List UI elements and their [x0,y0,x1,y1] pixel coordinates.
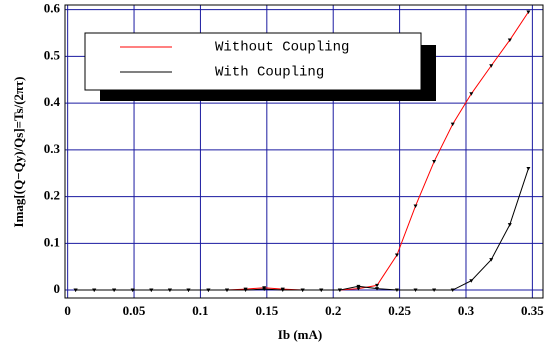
data-point [300,288,305,293]
data-point [262,287,267,292]
y-tick-label: 0 [54,281,61,296]
data-point [224,288,229,293]
data-point [149,288,154,293]
data-point [112,288,117,293]
data-point [413,288,418,293]
data-point [130,288,135,293]
data-point [526,10,531,15]
data-point [413,204,418,208]
data-point [337,288,342,293]
data-point [507,223,512,227]
data-point [450,122,455,127]
data-point [92,288,97,293]
data-point [356,284,361,289]
y-tick-label: 0.3 [44,141,61,156]
data-point [186,288,191,293]
x-tick-label: 0 [64,303,71,318]
y-tick-label: 0.6 [44,1,61,16]
legend-label: Without Coupling [215,40,349,56]
x-tick-label: 0.1 [192,303,208,318]
data-point [206,288,211,293]
data-point [469,92,474,96]
data-point [489,258,494,262]
x-tick-label: 0.35 [521,303,544,318]
y-tick-label: 0.2 [44,188,60,203]
plot-frame [64,4,544,299]
data-point [167,288,172,293]
series-line [75,168,529,291]
data-point [450,288,455,293]
data-point [356,287,361,291]
x-tick-label: 0.25 [388,303,411,318]
data-point [243,288,248,293]
x-tick-label: 0.3 [458,303,475,318]
x-tick-label: 0.2 [325,303,341,318]
data-point [280,288,285,293]
x-tick-label: 0.15 [255,303,278,318]
data-point [469,279,474,283]
y-tick-label: 0.1 [44,234,60,249]
legend: Without Coupling With Coupling [84,32,436,101]
legend-box [84,32,422,91]
data-point [375,287,380,291]
data-point [489,64,494,68]
data-point [319,288,324,293]
data-point [394,288,399,293]
data-point [432,288,437,293]
y-axis-label: Imag[(Q−Qy)/Qs]=Ts/(2πτ) [11,77,26,228]
x-axis-label: Ib (mA) [278,327,322,342]
data-point [507,38,512,43]
y-tick-label: 0.5 [44,47,61,62]
data-point [394,253,399,258]
data-point [526,167,531,171]
data-point [73,288,78,293]
y-tick-label: 0.4 [44,94,61,109]
x-tick-label: 0.05 [123,303,146,318]
data-point [432,160,437,164]
data-point [375,283,380,288]
legend-label: With Coupling [215,65,324,81]
